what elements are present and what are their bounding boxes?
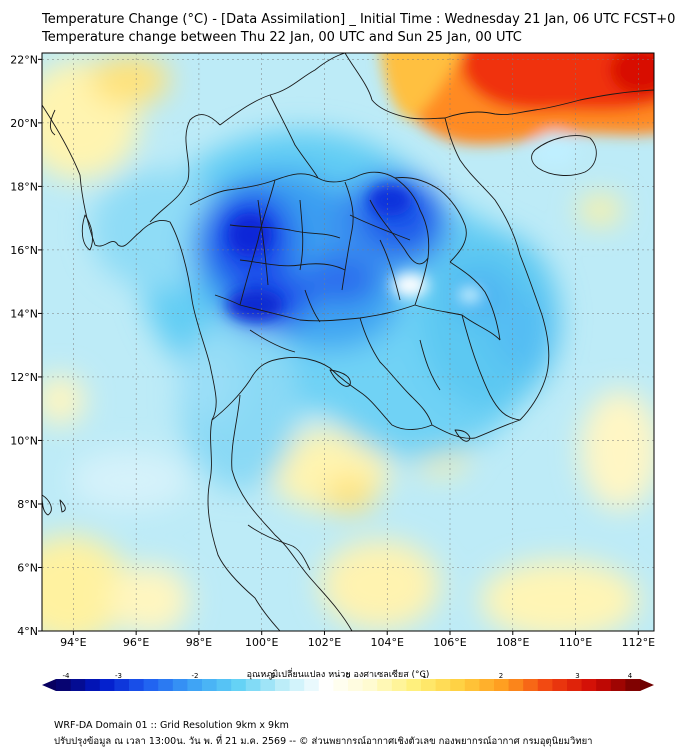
colorbar-tick-label: 0 bbox=[346, 672, 350, 680]
colorbar-segment bbox=[70, 679, 86, 691]
colorbar: -4 -3 -2 -1 0 1 2 3 4 bbox=[42, 672, 654, 691]
gridlines bbox=[42, 53, 654, 631]
coastlines-borders bbox=[42, 53, 654, 631]
colorbar-segment bbox=[377, 679, 393, 691]
lat-tick-label: 12°N bbox=[10, 371, 38, 384]
colorbar-segment bbox=[406, 679, 422, 691]
temperature-field bbox=[42, 53, 654, 631]
colorbar-segment bbox=[187, 679, 203, 691]
lon-tick-label: 108°E bbox=[496, 636, 529, 649]
lon-tick-label: 100°E bbox=[245, 636, 278, 649]
colorbar-tick-label: 4 bbox=[628, 672, 633, 680]
lon-tick-label: 98°E bbox=[186, 636, 212, 649]
lat-tick-label: 8°N bbox=[17, 498, 38, 511]
colorbar-segment bbox=[143, 679, 159, 691]
colorbar-tick-label: -4 bbox=[63, 672, 71, 680]
colorbar-segment bbox=[158, 679, 174, 691]
map-frame bbox=[41, 52, 655, 632]
model-info: WRF-DA Domain 01 :: Grid Resolution 9km … bbox=[54, 720, 289, 731]
lon-tick-label: 102°E bbox=[308, 636, 341, 649]
lat-tick-label: 14°N bbox=[10, 307, 38, 320]
colorbar-segment bbox=[362, 679, 378, 691]
colorbar-segment bbox=[260, 679, 276, 691]
colorbar-segment bbox=[421, 679, 437, 691]
colorbar-segment bbox=[114, 679, 130, 691]
colorbar-segment bbox=[435, 679, 451, 691]
colorbar-segment bbox=[523, 679, 539, 691]
colorbar-segment bbox=[245, 679, 261, 691]
update-credit: ปรับปรุงข้อมูล ณ เวลา 13:00น. วัน พ. ที่… bbox=[54, 736, 593, 747]
colorbar-segment bbox=[85, 679, 101, 691]
colorbar-segment bbox=[450, 679, 466, 691]
colorbar-tick-label: -1 bbox=[268, 672, 275, 680]
colorbar-tick-label: -3 bbox=[115, 672, 122, 680]
lon-tick-label: 104°E bbox=[371, 636, 404, 649]
lon-tick-label: 106°E bbox=[433, 636, 466, 649]
colorbar-max-arrow bbox=[640, 679, 654, 691]
colorbar-tick-label: 3 bbox=[575, 672, 579, 680]
colorbar-segment bbox=[537, 679, 553, 691]
lon-tick-label: 112°E bbox=[622, 636, 655, 649]
colorbar-segment bbox=[552, 679, 568, 691]
lat-tick-label: 16°N bbox=[10, 244, 38, 257]
colorbar-tick-label: 1 bbox=[422, 672, 426, 680]
lat-tick-label: 10°N bbox=[10, 434, 38, 447]
colorbar-segment bbox=[202, 679, 218, 691]
colorbar-segment bbox=[172, 679, 188, 691]
lat-tick-label: 22°N bbox=[10, 53, 38, 66]
lat-tick-label: 4°N bbox=[17, 625, 38, 638]
colorbar-segment bbox=[348, 679, 364, 691]
colorbar-segment bbox=[333, 679, 349, 691]
colorbar-segment bbox=[289, 679, 305, 691]
lat-tick-label: 20°N bbox=[10, 117, 38, 130]
lon-tick-label: 110°E bbox=[559, 636, 592, 649]
colorbar-label: อุณหภูมิเปลี่ยนแปลง หน่วย องศาเซลเซียส (… bbox=[246, 670, 430, 680]
colorbar-segment bbox=[318, 679, 334, 691]
colorbar-segment bbox=[464, 679, 480, 691]
colorbar-segment bbox=[596, 679, 612, 691]
chart-title: Temperature Change (°C) - [Data Assimila… bbox=[42, 12, 676, 27]
colorbar-segment bbox=[56, 679, 72, 691]
chart-subtitle: Temperature change between Thu 22 Jan, 0… bbox=[42, 30, 522, 45]
colorbar-segment bbox=[625, 679, 641, 691]
colorbar-segment bbox=[581, 679, 597, 691]
colorbar-segment bbox=[479, 679, 495, 691]
colorbar-segment bbox=[567, 679, 583, 691]
lat-tick-label: 6°N bbox=[17, 561, 38, 574]
colorbar-segment bbox=[391, 679, 407, 691]
latitude-axis: 4°N 6°N 8°N 10°N 12°N 14°N 16°N 18°N 20°N 22°N bbox=[10, 53, 42, 638]
longitude-axis: 94°E 96°E 98°E 100°E 102°E 104°E 106°E 108°E 110… bbox=[60, 631, 655, 649]
colorbar-tick-label: -2 bbox=[192, 672, 199, 680]
colorbar-segment bbox=[494, 679, 510, 691]
colorbar-segment bbox=[508, 679, 524, 691]
colorbar-segment bbox=[610, 679, 626, 691]
lon-tick-label: 94°E bbox=[60, 636, 86, 649]
colorbar-segment bbox=[275, 679, 291, 691]
colorbar-segment bbox=[231, 679, 247, 691]
colorbar-segment bbox=[99, 679, 115, 691]
colorbar-segment bbox=[129, 679, 145, 691]
colorbar-tick-label: 2 bbox=[499, 672, 503, 680]
lat-tick-label: 18°N bbox=[10, 180, 38, 193]
lon-tick-label: 96°E bbox=[123, 636, 149, 649]
colorbar-segment bbox=[216, 679, 232, 691]
colorbar-min-arrow bbox=[42, 679, 56, 691]
colorbar-segment bbox=[304, 679, 320, 691]
